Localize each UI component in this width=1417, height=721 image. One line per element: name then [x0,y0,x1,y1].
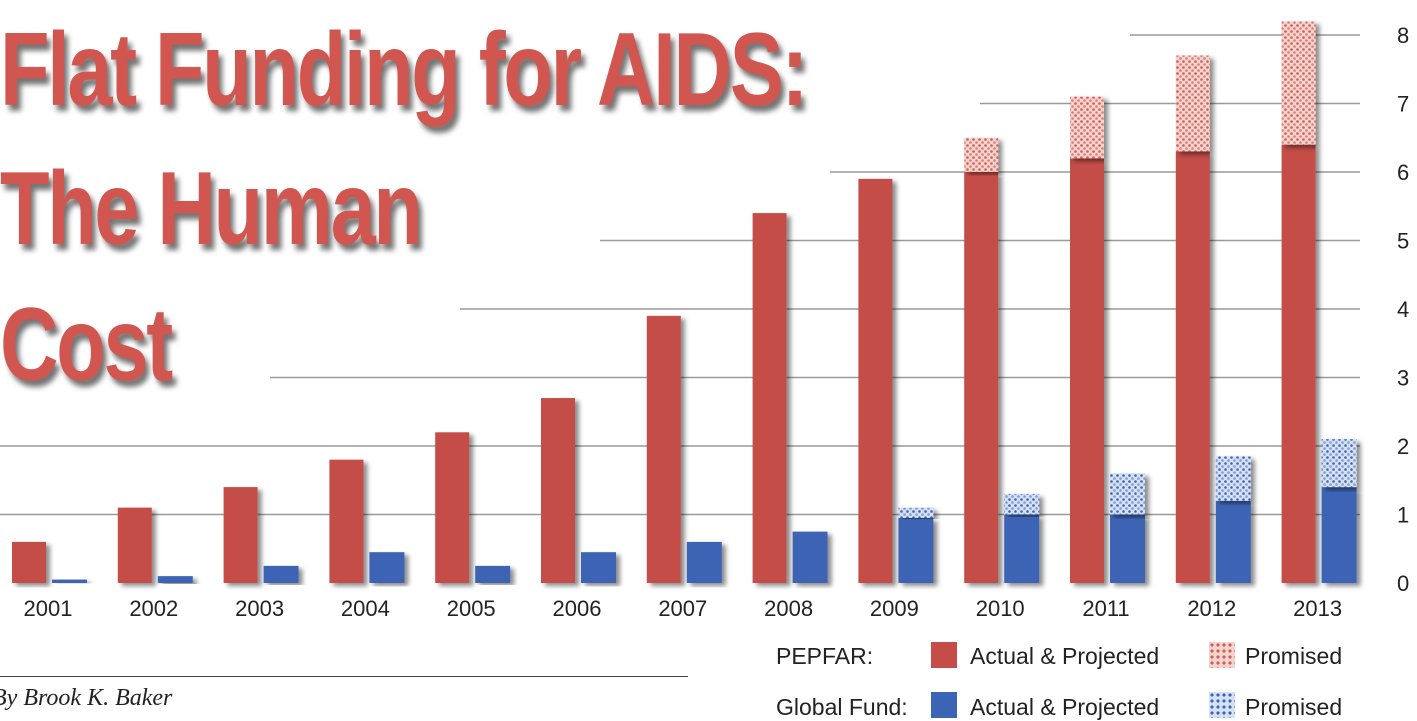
bar-globalfund-actual-2006 [581,552,616,583]
legend-globalfund-promised-label: Promised [1245,694,1343,720]
legend-globalfund-actual-swatch [931,692,957,718]
bar-globalfund-promised-2010 [1004,493,1040,515]
bar-globalfund-actual-2009 [898,517,934,583]
y-tick-label-0: 0 [1397,571,1409,596]
y-tick-label-4: 4 [1397,297,1409,322]
x-tick-label-2013: 2013 [1293,596,1342,621]
bar-pepfar-promised-2010 [964,137,999,172]
chart-title-line-3: Cost [0,287,173,403]
bar-globalfund-actual-2004 [369,552,405,583]
legend-pepfar-label: PEPFAR: [776,643,874,669]
x-tick-label-2007: 2007 [658,596,707,621]
byline: By Brook K. Baker [0,685,173,711]
bar-pepfar-promised-2013 [1281,21,1316,145]
x-tick-label-2003: 2003 [235,596,284,621]
x-tick-label-2004: 2004 [341,596,390,621]
legend-pepfar-promised-label: Promised [1245,643,1343,669]
chart-title-line-2: The Human [0,151,423,267]
bar-globalfund-actual-2013 [1321,487,1357,583]
x-tick-label-2005: 2005 [447,596,496,621]
byline-divider [0,676,688,677]
y-tick-label-6: 6 [1397,160,1409,185]
x-tick-label-2002: 2002 [129,596,178,621]
x-tick-label-2010: 2010 [976,596,1025,621]
bar-globalfund-promised-2009 [898,507,934,518]
legend-globalfund-promised-swatch [1209,692,1235,718]
x-tick-label-2009: 2009 [870,596,919,621]
bar-globalfund-promised-2012 [1215,456,1251,501]
bar-pepfar-actual-2006 [541,398,575,583]
bar-pepfar-actual-2009 [858,178,893,583]
chart-title-line-1: Flat Funding for AIDS: [0,12,808,128]
bar-pepfar-actual-2010 [964,172,999,583]
bar-globalfund-actual-2007 [686,541,722,583]
legend-globalfund-label: Global Fund: [776,694,908,720]
x-tick-label-2012: 2012 [1187,596,1236,621]
bar-globalfund-actual-2005 [475,565,511,583]
bar-pepfar-actual-2013 [1281,144,1316,583]
bar-pepfar-actual-2005 [435,432,470,583]
bar-pepfar-actual-2008 [752,213,787,583]
y-tick-label-3: 3 [1397,366,1409,391]
bar-pepfar-actual-2012 [1175,151,1210,583]
bar-pepfar-actual-2002 [117,507,152,583]
bar-pepfar-actual-2007 [646,315,681,583]
x-tick-label-2006: 2006 [553,596,602,621]
y-tick-label-1: 1 [1397,503,1409,528]
bar-globalfund-promised-2011 [1110,473,1145,515]
bar-globalfund-actual-2001 [52,579,87,583]
y-tick-label-8: 8 [1397,23,1409,48]
legend-globalfund-actual-label: Actual & Projected [970,694,1160,720]
bar-globalfund-actual-2011 [1110,514,1145,583]
y-tick-label-5: 5 [1397,229,1409,254]
x-tick-label-2001: 2001 [24,596,73,621]
bar-pepfar-promised-2012 [1175,55,1210,152]
bar-globalfund-actual-2002 [157,576,193,583]
bar-globalfund-promised-2013 [1321,439,1357,488]
bar-pepfar-promised-2011 [1070,96,1104,159]
bar-pepfar-actual-2004 [329,459,364,583]
y-tick-label-7: 7 [1397,92,1409,117]
bar-pepfar-actual-2003 [223,487,258,583]
legend-pepfar-actual-swatch [931,642,957,668]
bar-globalfund-actual-2003 [263,565,299,583]
bar-pepfar-actual-2011 [1070,158,1104,584]
x-tick-label-2011: 2011 [1082,596,1129,621]
y-tick-label-2: 2 [1397,434,1409,459]
bar-globalfund-actual-2012 [1215,500,1251,583]
x-tick-label-2008: 2008 [764,596,813,621]
bar-globalfund-actual-2008 [792,531,828,583]
legend-pepfar-actual-label: Actual & Projected [970,643,1160,669]
bar-globalfund-actual-2010 [1004,514,1040,583]
legend-pepfar-promised-swatch [1209,642,1235,668]
bar-pepfar-actual-2001 [12,541,46,583]
